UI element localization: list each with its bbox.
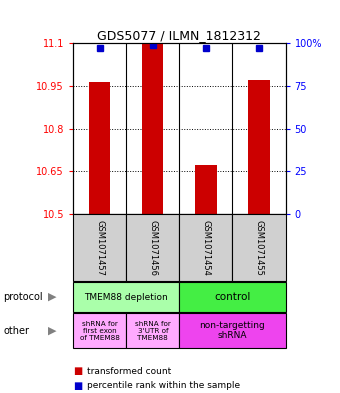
Text: ▶: ▶	[49, 292, 57, 302]
Bar	[249, 80, 270, 214]
Text: shRNA for
3'UTR of
TMEM88: shRNA for 3'UTR of TMEM88	[135, 321, 171, 340]
Text: GSM1071454: GSM1071454	[201, 220, 210, 275]
Text: control: control	[214, 292, 251, 302]
Bar	[126, 214, 180, 281]
Bar	[73, 282, 179, 312]
Text: TMEM88 depletion: TMEM88 depletion	[84, 293, 168, 301]
Title: GDS5077 / ILMN_1812312: GDS5077 / ILMN_1812312	[98, 29, 261, 42]
Text: GSM1071457: GSM1071457	[95, 220, 104, 275]
Bar	[233, 214, 286, 281]
Bar	[195, 165, 217, 214]
Bar	[142, 44, 164, 214]
Text: GSM1071456: GSM1071456	[148, 220, 157, 275]
Bar	[179, 214, 233, 281]
Bar	[126, 313, 180, 348]
Bar	[73, 214, 126, 281]
Text: percentile rank within the sample: percentile rank within the sample	[87, 382, 240, 390]
Bar	[73, 313, 126, 348]
Text: GSM1071455: GSM1071455	[255, 220, 264, 275]
Text: shRNA for
first exon
of TMEM88: shRNA for first exon of TMEM88	[80, 321, 120, 340]
Bar	[89, 82, 110, 214]
Text: ▶: ▶	[49, 325, 57, 336]
Text: ■: ■	[73, 381, 82, 391]
Bar	[179, 313, 286, 348]
Text: non-targetting
shRNA: non-targetting shRNA	[200, 321, 265, 340]
Text: transformed count: transformed count	[87, 367, 171, 376]
Bar	[179, 282, 286, 312]
Text: other: other	[3, 325, 29, 336]
Text: protocol: protocol	[3, 292, 43, 302]
Text: ■: ■	[73, 366, 82, 376]
